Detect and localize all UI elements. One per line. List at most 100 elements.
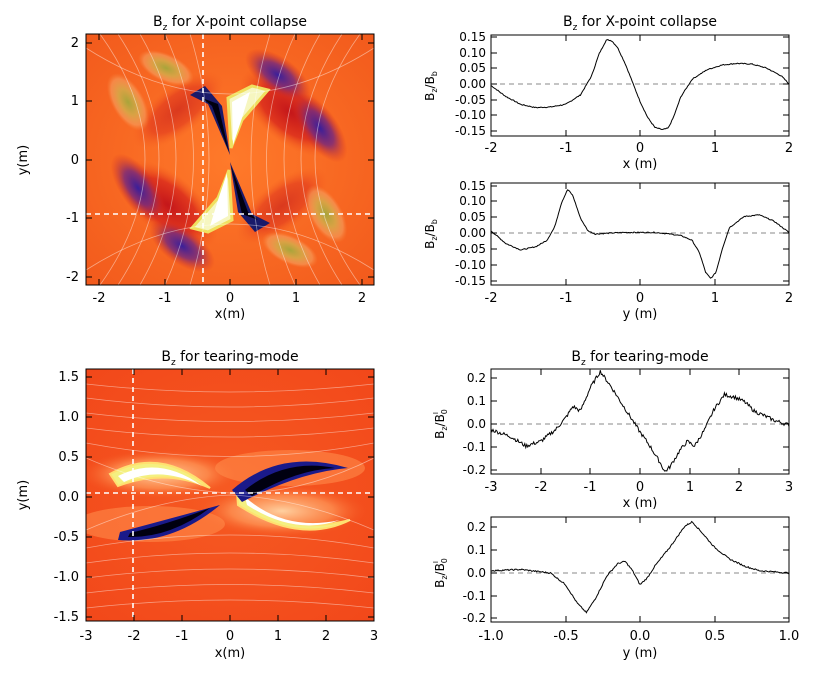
- xpoint-cut-y-xtick-label: -2: [485, 291, 498, 306]
- xpoint-map-ytick-label: -2: [66, 270, 79, 285]
- tearing-cut-x-ytick-label: -0.2: [463, 463, 486, 477]
- tearing-map-ytick-label: -1.5: [54, 610, 79, 625]
- xpoint-cut-y-ytick-label: -0.05: [455, 242, 486, 256]
- xpoint-cut-x-ytick-label: 0.15: [459, 30, 486, 44]
- tearing-map-yticks: -1.5 -1.0 -0.5 0.0 0.5 1.0 1.5: [54, 370, 374, 625]
- xpoint-cut-x-xtick-label: -2: [485, 141, 498, 156]
- tearing-cut-y-ylabel: Bz/B0I: [432, 558, 449, 588]
- xpoint-cut-y-ytick-label: 0.00: [459, 226, 486, 240]
- tearing-cut-y-ytick-label: -0.1: [463, 589, 486, 603]
- tearing-map-title: Bz for tearing-mode: [161, 349, 298, 368]
- tearing-cut-y-xtick-label: 1.0: [779, 629, 800, 644]
- xpoint-cut-x-panel: Bz for X-point collapse -2 -1 0 1 2 -0.1…: [423, 14, 793, 172]
- tearing-map-xtick-label: 3: [370, 629, 378, 644]
- tearing-map-ytick-label: -0.5: [54, 530, 79, 545]
- tearing-cut-y-xtick-label: -1.0: [478, 629, 503, 644]
- xpoint-map-ylabel: y(m): [16, 145, 31, 176]
- tearing-cut-y-ytick-label: 0.1: [467, 543, 486, 557]
- tearing-map-xtick-label: 0: [226, 629, 234, 644]
- tearing-cut-x-xtick-label: 0: [636, 480, 644, 495]
- xpoint-cut-x-title: Bz for X-point collapse: [563, 14, 717, 33]
- tearing-cut-x-xticks: -3 -2 -1 0 1 2 3: [485, 369, 793, 495]
- xpoint-cut-y-panel: -2 -1 0 1 2 -0.15 -0.10 -0.05 0.00 0.05 …: [423, 179, 793, 322]
- tearing-cut-x-ytick-label: 0.0: [467, 417, 486, 431]
- tearing-map-xticks: -3 -2 -1 0 1 2 3: [80, 369, 378, 644]
- tearing-cut-x-curve: [490, 370, 790, 472]
- tearing-map-ytick-label: 0.0: [58, 490, 79, 505]
- xpoint-cut-x-yticks: -0.15 -0.10 -0.05 0.00 0.05 0.10 0.15: [455, 30, 789, 138]
- tearing-cut-y-ytick-label: 0.2: [467, 520, 486, 534]
- tearing-cut-y-ytick-label: -0.2: [463, 611, 486, 625]
- xpoint-map-title: Bz for X-point collapse: [153, 14, 307, 33]
- xpoint-cut-x-ytick-label: -0.10: [455, 108, 486, 122]
- tearing-cut-y-xlabel: y (m): [623, 646, 658, 661]
- tearing-cut-x-xtick-label: 2: [735, 480, 743, 495]
- tearing-map-image: [86, 369, 374, 621]
- tearing-cut-y-xticks: -1.0 -0.5 0.0 0.5 1.0: [478, 517, 799, 644]
- xpoint-cut-x-xtick-label: 2: [785, 141, 793, 156]
- xpoint-cut-y-xticks: -2 -1 0 1 2: [485, 183, 793, 306]
- tearing-cut-y-xtick-label: 0.0: [630, 629, 651, 644]
- tearing-cut-y-xtick-label: 0.5: [705, 629, 726, 644]
- tearing-cut-x-xtick-label: 1: [686, 480, 694, 495]
- tearing-map-xlabel: x(m): [215, 646, 246, 661]
- xpoint-cut-x-frame: [490, 34, 790, 137]
- xpoint-map-xlabel: x(m): [215, 307, 246, 322]
- tearing-map-ytick-label: 0.5: [58, 450, 79, 465]
- xpoint-cut-x-ytick-label: 0.05: [459, 61, 486, 75]
- tearing-cut-x-xtick-label: 3: [785, 480, 793, 495]
- xpoint-cut-y-ytick-label: 0.10: [459, 194, 486, 208]
- xpoint-map-xticks: -2 -1 0 1 2: [93, 34, 366, 306]
- xpoint-cut-x-ytick-label: 0.10: [459, 46, 486, 60]
- xpoint-cut-x-xlabel: x (m): [623, 157, 658, 172]
- xpoint-map-xtick-label: -2: [93, 291, 106, 306]
- tearing-map-xtick-label: 1: [274, 629, 282, 644]
- xpoint-cut-y-ylabel: Bz/Bb: [423, 219, 439, 249]
- tearing-cut-y-frame: [490, 516, 790, 623]
- tearing-cut-x-ylabel: Bz/B0I: [432, 409, 449, 439]
- xpoint-cut-x-ytick-label: -0.15: [455, 124, 486, 138]
- tearing-map-ylabel: y(m): [16, 480, 31, 511]
- xpoint-map-ytick-label: -1: [66, 211, 79, 226]
- xpoint-map-ytick-label: 2: [71, 36, 79, 51]
- tearing-cut-y-ytick-label: 0.0: [467, 566, 486, 580]
- tearing-map-panel: Bz for tearing-mode: [16, 349, 378, 661]
- tearing-cut-y-panel: -1.0 -0.5 0.0 0.5 1.0 -0.2 -0.1 0.0 0.1 …: [432, 516, 799, 661]
- xpoint-cut-x-xtick-label: -1: [560, 141, 573, 156]
- tearing-cut-y-xtick-label: -0.5: [553, 629, 578, 644]
- tearing-cut-y-curve: [490, 520, 790, 614]
- tearing-cut-x-xtick-label: -1: [584, 480, 597, 495]
- xpoint-cut-y-curve: [490, 189, 790, 279]
- xpoint-map-image: [86, 34, 374, 285]
- xpoint-cut-x-ytick-label: 0.00: [459, 77, 486, 91]
- xpoint-cut-x-xtick-label: 0: [636, 141, 644, 156]
- xpoint-cut-y-ytick-label: 0.05: [459, 210, 486, 224]
- tearing-cut-x-xtick-label: -2: [535, 480, 548, 495]
- xpoint-cut-y-yticks: -0.15 -0.10 -0.05 0.00 0.05 0.10 0.15: [455, 179, 789, 288]
- xpoint-cut-y-xtick-label: 1: [711, 291, 719, 306]
- tearing-map-ytick-label: 1.0: [58, 410, 79, 425]
- xpoint-map-ytick-label: 1: [71, 94, 79, 109]
- tearing-cut-x-ytick-label: 0.1: [467, 394, 486, 408]
- xpoint-cut-y-xtick-label: 2: [785, 291, 793, 306]
- xpoint-cut-y-xtick-label: 0: [636, 291, 644, 306]
- tearing-cut-x-title: Bz for tearing-mode: [571, 349, 708, 368]
- tearing-field-lines: [86, 383, 374, 609]
- tearing-map-xtick-label: -1: [176, 629, 189, 644]
- xpoint-map-xtick-label: -1: [159, 291, 172, 306]
- xpoint-map-panel: Bz for X-point collapse: [16, 14, 375, 322]
- xpoint-map-xtick-label: 0: [226, 291, 234, 306]
- xpoint-cut-x-xtick-label: 1: [711, 141, 719, 156]
- xpoint-field-lines: [86, 34, 374, 285]
- xpoint-cut-y-xtick-label: -1: [560, 291, 573, 306]
- xpoint-cut-x-ytick-label: -0.05: [455, 93, 486, 107]
- tearing-map-xtick-label: -2: [128, 629, 141, 644]
- tearing-cut-x-xlabel: x (m): [623, 496, 658, 511]
- tearing-cut-x-panel: Bz for tearing-mode -3 -2 -1 0 1 2 3 -: [432, 349, 793, 511]
- tearing-map-ytick-label: 1.5: [58, 370, 79, 385]
- tearing-map-xtick-label: -3: [80, 629, 93, 644]
- xpoint-cut-x-ylabel: Bz/Bb: [423, 71, 439, 101]
- tearing-cut-y-yticks: -0.2 -0.1 0.0 0.1 0.2: [463, 520, 789, 625]
- xpoint-cut-y-ytick-label: -0.10: [455, 258, 486, 272]
